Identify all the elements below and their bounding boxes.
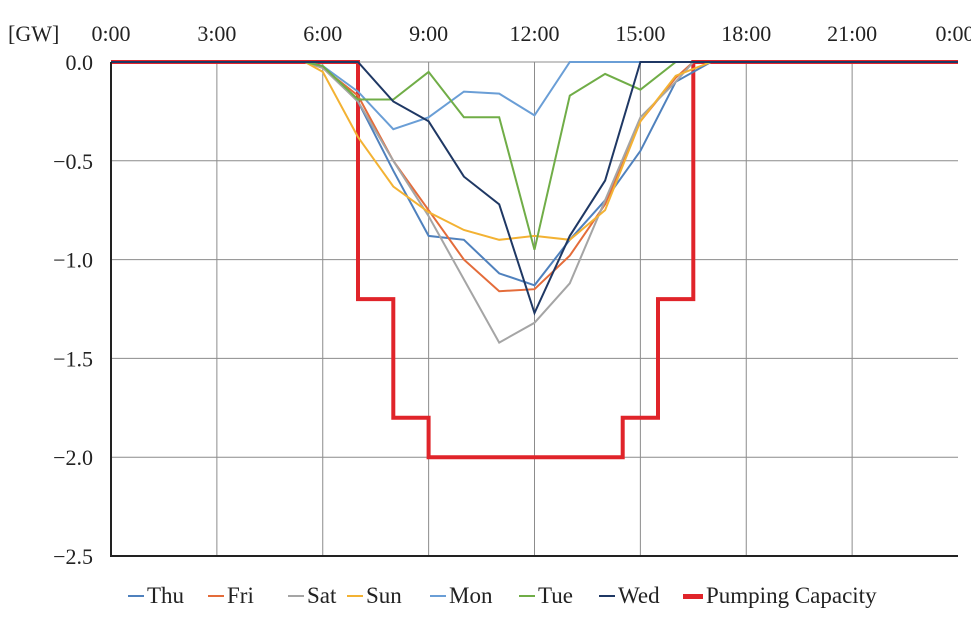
- chart-axes: [110, 62, 958, 557]
- legend-item-thu: Thu: [128, 578, 184, 614]
- legend-item-sat: Sat: [288, 578, 336, 614]
- series-line-sun: [111, 61, 958, 241]
- legend-label: Sun: [366, 583, 402, 608]
- y-tick-label: −0.5: [53, 149, 93, 174]
- legend-label: Mon: [449, 583, 493, 608]
- legend-item-mon: Mon: [430, 578, 492, 614]
- legend-swatch: [519, 595, 535, 597]
- series-line-pumping-capacity: [111, 60, 958, 460]
- series-line-wed: [111, 61, 958, 316]
- y-tick-label: −1.5: [53, 346, 93, 371]
- legend-swatch: [288, 595, 304, 597]
- series-line-tue: [111, 61, 958, 250]
- chart-series-group: [111, 60, 958, 460]
- legend-swatch: [128, 595, 144, 597]
- legend-item-fri: Fri: [208, 578, 254, 614]
- x-tick-label: 15:00: [615, 21, 665, 46]
- legend-label: Wed: [618, 583, 660, 608]
- series-line-sat: [111, 61, 958, 344]
- legend-label: Tue: [538, 583, 573, 608]
- x-tick-label: 3:00: [197, 21, 236, 46]
- legend-swatch: [347, 595, 363, 597]
- x-tick-label: 21:00: [827, 21, 877, 46]
- legend-item-wed: Wed: [599, 578, 660, 614]
- x-tick-label: 18:00: [721, 21, 771, 46]
- legend-item-tue: Tue: [519, 578, 573, 614]
- x-tick-label: 6:00: [303, 21, 342, 46]
- chart-grid: [111, 61, 958, 556]
- legend-label: Pumping Capacity: [706, 583, 877, 608]
- y-tick-label: −2.5: [53, 544, 93, 569]
- legend-label: Thu: [147, 583, 185, 608]
- x-tick-label: 9:00: [409, 21, 448, 46]
- legend-item-pumping-capacity: Pumping Capacity: [683, 578, 877, 614]
- y-tick-label: 0.0: [66, 50, 94, 75]
- line-chart: [GW] 0:00 3:00 6:00 9:00 12:00 15:00 18:00 21:0…: [8, 21, 971, 569]
- y-tick-label: −1.0: [53, 248, 93, 273]
- legend-swatch: [430, 595, 446, 597]
- legend-label: Fri: [227, 583, 254, 608]
- x-tick-label: 0:00: [935, 21, 971, 46]
- legend-swatch: [599, 595, 615, 597]
- chart-tick-labels: [GW] 0:00 3:00 6:00 9:00 12:00 15:00 18:00 21:0…: [8, 21, 971, 569]
- chart-legend: Thu Fri Sat Sun Mon Tue Wed Pumping Capacity: [0, 578, 971, 614]
- x-tick-label: 0:00: [91, 21, 130, 46]
- y-tick-label: −2.0: [53, 445, 93, 470]
- legend-label: Sat: [307, 583, 337, 608]
- y-unit-label: [GW]: [8, 21, 59, 46]
- x-tick-label: 12:00: [509, 21, 559, 46]
- legend-swatch: [208, 595, 224, 597]
- legend-swatch: [683, 593, 703, 599]
- legend-item-sun: Sun: [347, 578, 402, 614]
